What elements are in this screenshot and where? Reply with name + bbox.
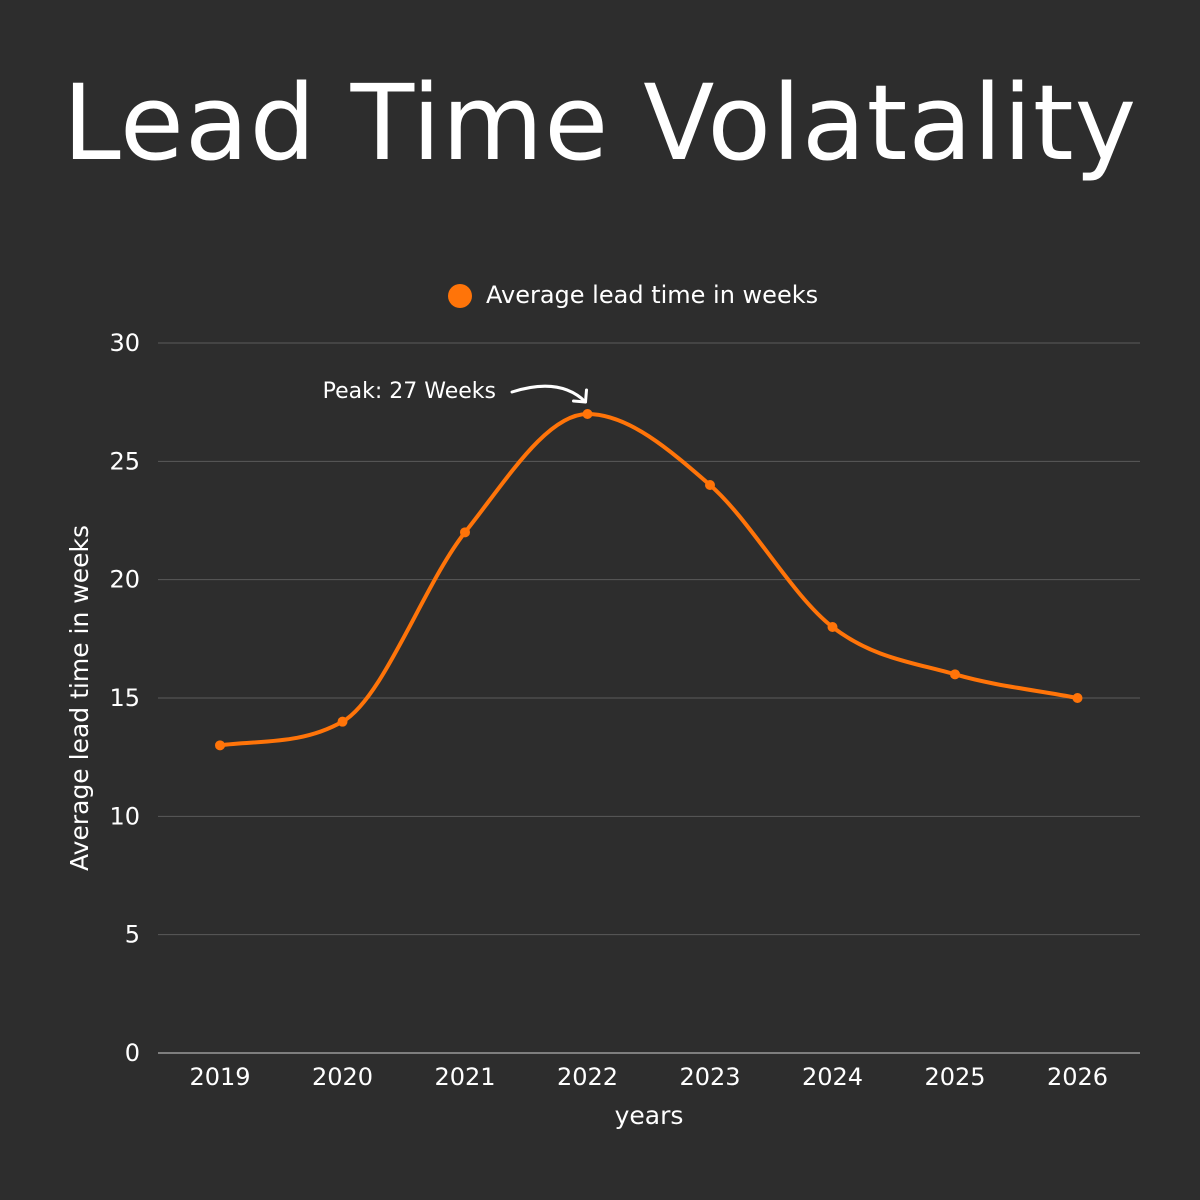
y-tick-label: 0 [125, 1039, 140, 1067]
y-tick-label: 5 [125, 921, 140, 949]
x-axis-label: years [615, 1101, 684, 1130]
legend-label: Average lead time in weeks [486, 281, 818, 309]
data-point [337, 716, 348, 727]
series-line [218, 412, 1080, 748]
x-tick-label: 2019 [189, 1063, 250, 1091]
data-point [460, 527, 470, 538]
chart-title: Lead Time Volatality [62, 62, 1138, 184]
x-tick-label: 2022 [557, 1063, 618, 1091]
x-tick-label: 2021 [434, 1063, 495, 1091]
y-tick-labels: 0 5 10 15 20 25 30 [109, 329, 140, 1067]
legend-marker [448, 284, 472, 308]
gridlines [158, 342, 1140, 1054]
x-tick-label: 2025 [924, 1063, 985, 1091]
data-point [215, 740, 225, 751]
data-point [950, 669, 960, 680]
y-tick-label: 15 [109, 684, 140, 712]
data-point [827, 622, 838, 632]
data-points [215, 409, 1083, 751]
y-tick-label: 25 [109, 447, 140, 475]
annotation-arrowhead [572, 388, 588, 404]
data-point [705, 480, 715, 490]
annotation-label: Peak: 27 Weeks [323, 379, 496, 404]
y-tick-label: 10 [109, 802, 140, 830]
y-tick-label: 30 [109, 329, 140, 357]
x-tick-label: 2024 [802, 1063, 863, 1091]
series-layer [218, 412, 1080, 748]
y-tick-label: 20 [109, 566, 140, 594]
legend: Average lead time in weeks [448, 281, 818, 309]
x-tick-label: 2026 [1047, 1063, 1108, 1091]
data-point [582, 409, 593, 419]
x-tick-label: 2023 [679, 1063, 740, 1091]
annotation-arrow [510, 384, 587, 404]
peak-annotation: Peak: 27 Weeks [323, 379, 588, 404]
y-axis-label: Average lead time in weeks [65, 525, 94, 871]
x-tick-labels: 2019 2020 2021 2022 2023 2024 2025 2026 [189, 1063, 1108, 1091]
x-tick-label: 2020 [312, 1063, 373, 1091]
data-point [1072, 693, 1083, 703]
